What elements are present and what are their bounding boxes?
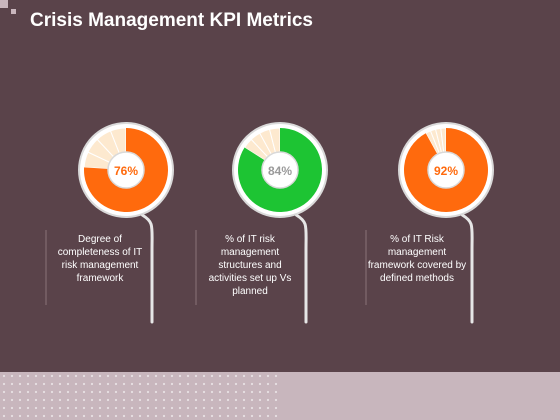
percent-label: 84% <box>268 164 292 178</box>
stem-line <box>294 213 308 324</box>
kpi-chart-1: 76% <box>45 122 174 324</box>
value-slice <box>237 128 322 212</box>
kpi-description-2: % of IT risk management structures and a… <box>208 234 292 297</box>
stem-line <box>140 213 154 324</box>
title-decoration <box>0 0 8 8</box>
footer-band <box>0 372 560 420</box>
percent-label: 76% <box>114 164 138 178</box>
stem-line <box>460 213 474 324</box>
page-title: Crisis Management KPI Metrics <box>30 10 313 31</box>
kpi-description-3: % of IT Risk management framework covere… <box>367 234 467 284</box>
kpi-chart-3: 92% <box>365 122 494 324</box>
value-slice <box>84 128 168 213</box>
donut-center <box>261 151 299 189</box>
title-decoration-small <box>11 9 16 14</box>
percent-label: 92% <box>434 164 458 178</box>
kpi-description-1: Degree of completeness of IT risk manage… <box>57 234 143 284</box>
donut-center <box>107 151 145 189</box>
value-slice <box>404 128 488 212</box>
kpi-chart-2: 84% <box>195 122 328 324</box>
donut-center <box>427 151 465 189</box>
footer-dot-pattern <box>0 372 280 420</box>
